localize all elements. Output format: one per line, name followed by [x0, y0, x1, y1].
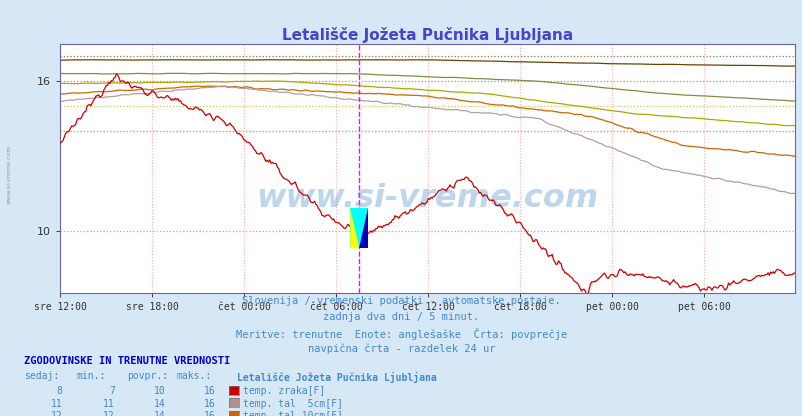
Text: navpična črta - razdelek 24 ur: navpična črta - razdelek 24 ur	[307, 344, 495, 354]
Text: Slovenija / vremenski podatki - avtomatske postaje.: Slovenija / vremenski podatki - avtomats…	[242, 296, 560, 306]
Polygon shape	[350, 208, 368, 248]
Text: temp. tal  5cm[F]: temp. tal 5cm[F]	[242, 399, 342, 409]
Polygon shape	[358, 208, 368, 248]
Polygon shape	[350, 208, 358, 248]
Text: www.si-vreme.com: www.si-vreme.com	[6, 145, 11, 205]
Text: 16: 16	[203, 386, 215, 396]
Text: 8: 8	[57, 386, 63, 396]
Text: 10: 10	[153, 386, 165, 396]
Text: 7: 7	[109, 386, 115, 396]
Text: 16: 16	[203, 399, 215, 409]
Text: 12: 12	[51, 411, 63, 416]
Text: maks.:: maks.:	[176, 371, 212, 381]
Text: 11: 11	[51, 399, 63, 409]
Text: povpr.:: povpr.:	[127, 371, 168, 381]
Text: 11: 11	[103, 399, 115, 409]
Title: Letališče Jožeta Pučnika Ljubljana: Letališče Jožeta Pučnika Ljubljana	[282, 27, 573, 42]
Text: 12: 12	[103, 411, 115, 416]
Text: temp. zraka[F]: temp. zraka[F]	[242, 386, 324, 396]
Text: 16: 16	[203, 411, 215, 416]
Text: ZGODOVINSKE IN TRENUTNE VREDNOSTI: ZGODOVINSKE IN TRENUTNE VREDNOSTI	[24, 356, 230, 366]
Text: 14: 14	[153, 411, 165, 416]
Bar	[350, 208, 368, 248]
Text: temp. tal 10cm[F]: temp. tal 10cm[F]	[242, 411, 342, 416]
Text: zadnja dva dni / 5 minut.: zadnja dva dni / 5 minut.	[323, 312, 479, 322]
Text: Letališče Jožeta Pučnika Ljubljana: Letališče Jožeta Pučnika Ljubljana	[237, 371, 436, 383]
Text: Meritve: trenutne  Enote: anglešaške  Črta: povprečje: Meritve: trenutne Enote: anglešaške Črta…	[236, 328, 566, 340]
Text: www.si-vreme.com: www.si-vreme.com	[256, 183, 598, 214]
Text: sedaj:: sedaj:	[24, 371, 59, 381]
Text: 14: 14	[153, 399, 165, 409]
Text: min.:: min.:	[76, 371, 106, 381]
